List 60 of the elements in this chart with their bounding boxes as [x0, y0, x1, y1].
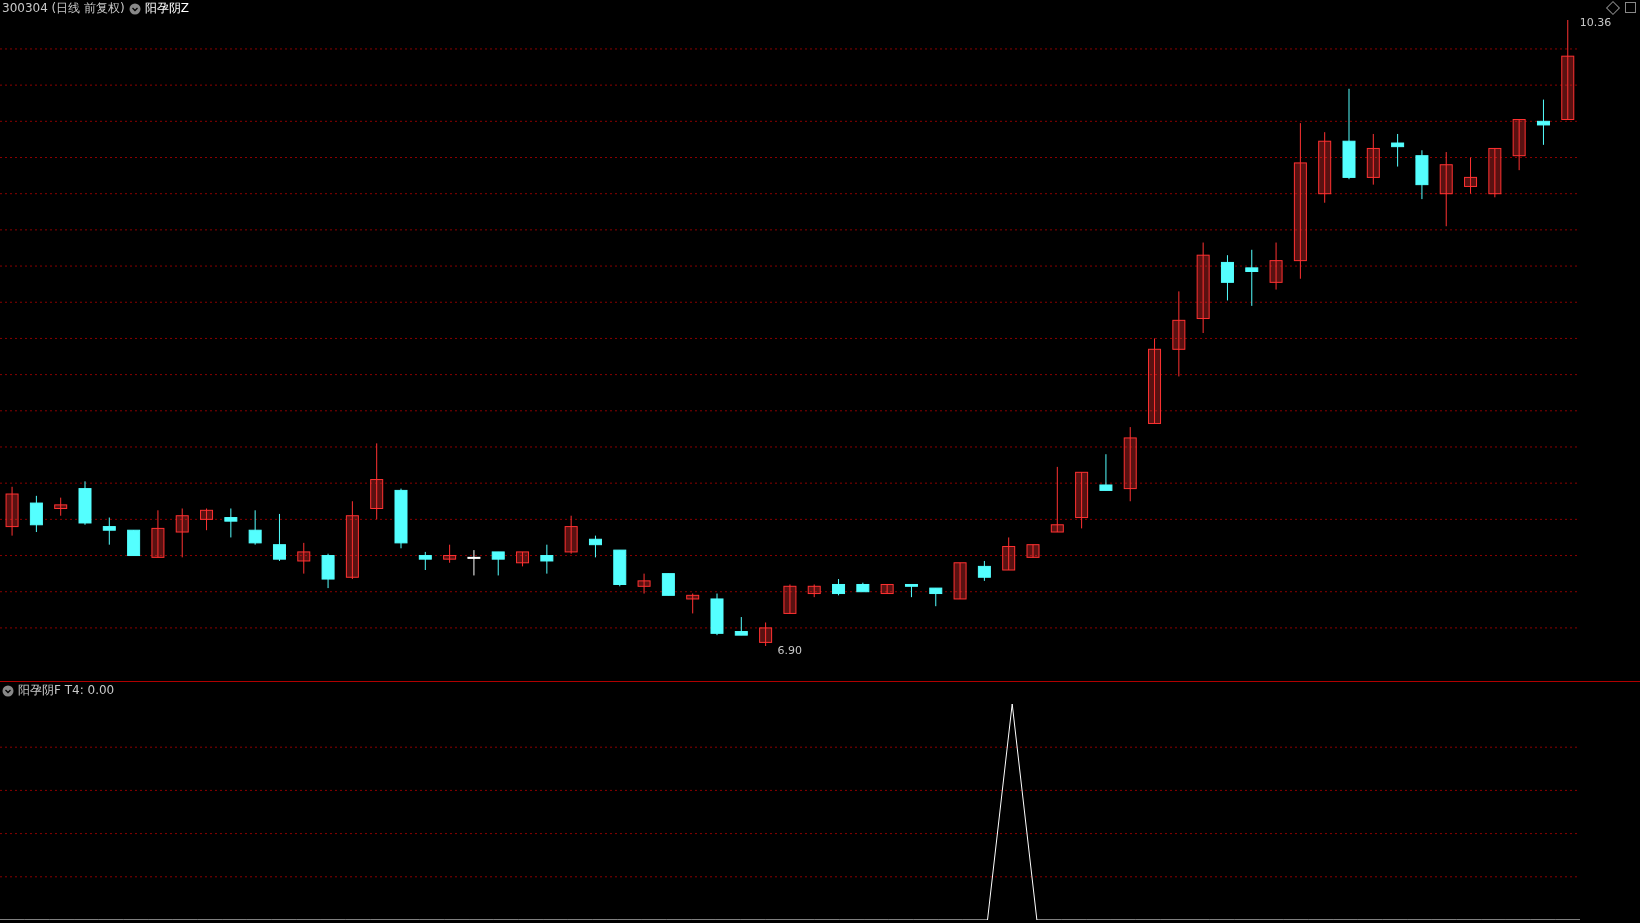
candlestick	[1075, 471, 1089, 529]
candlestick	[516, 551, 530, 567]
candlestick	[1123, 426, 1137, 502]
candlestick	[272, 513, 286, 562]
candlestick	[1148, 337, 1162, 424]
candlestick	[224, 508, 238, 538]
candlestick	[151, 509, 165, 558]
candlestick	[929, 587, 943, 607]
candlestick	[1026, 544, 1040, 558]
candlestick	[29, 495, 43, 533]
candlestick	[1512, 119, 1526, 171]
candlestick	[759, 621, 773, 647]
candlestick	[1464, 157, 1478, 195]
candlestick	[1050, 466, 1064, 533]
candlestick	[1293, 122, 1307, 280]
candlestick	[467, 549, 481, 576]
candlestick	[540, 544, 554, 575]
candlestick	[661, 573, 675, 596]
chart-subtitle: 阳孕阴Z	[144, 0, 190, 17]
candlestick	[1002, 536, 1016, 571]
candlestick	[1099, 453, 1113, 491]
candlestick	[977, 560, 991, 582]
candlestick	[1269, 242, 1283, 291]
candlestick	[175, 508, 189, 558]
candlestick	[248, 509, 262, 546]
candlestick	[200, 508, 214, 531]
candlestick	[807, 583, 821, 598]
candlestick	[345, 500, 359, 580]
candlestick	[321, 553, 335, 589]
annotation: 10.36	[1579, 16, 1612, 29]
candlestick	[588, 535, 602, 558]
candlestick	[880, 583, 894, 595]
candlestick	[54, 497, 68, 517]
chart-title: 300304 (日线 前复权)	[2, 0, 125, 17]
candlestick	[418, 551, 432, 571]
candlestick	[637, 573, 651, 595]
candlestick	[1366, 133, 1380, 186]
candlestick	[1172, 290, 1186, 377]
candlestick	[1439, 151, 1453, 227]
candlestick	[5, 486, 19, 537]
annotation: 6.90	[777, 644, 803, 657]
candlestick	[686, 593, 700, 614]
candlestick	[564, 515, 578, 555]
candlestick	[491, 551, 505, 576]
candlestick	[443, 544, 457, 564]
candlestick	[102, 517, 116, 546]
candlestick	[1488, 147, 1502, 198]
candlestick	[370, 442, 384, 520]
candlestick	[1391, 133, 1405, 168]
candlestick	[1245, 249, 1259, 307]
candlestick	[1318, 131, 1332, 204]
candlestick	[1536, 99, 1550, 146]
chart-title: 阳孕阴F T4: 0.00	[18, 682, 115, 699]
candlestick	[297, 542, 311, 575]
candlestick	[783, 583, 797, 614]
candlestick	[1196, 242, 1210, 334]
candlestick	[734, 616, 748, 636]
candlestick	[953, 562, 967, 600]
candlestick	[1561, 19, 1575, 121]
candlestick	[1220, 254, 1234, 301]
